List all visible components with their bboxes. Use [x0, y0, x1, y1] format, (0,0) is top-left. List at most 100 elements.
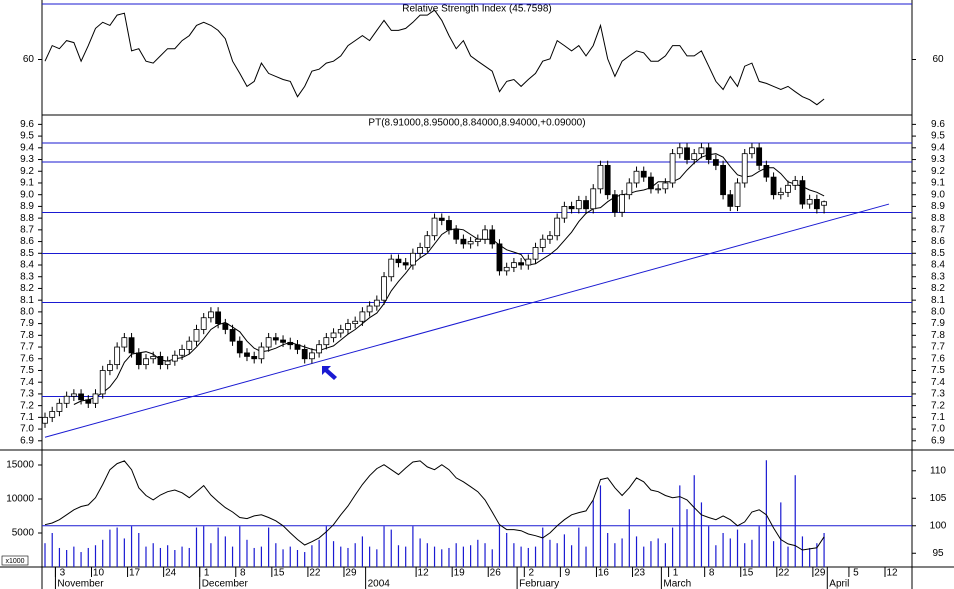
candle-body [604, 164, 611, 196]
volume-bar [275, 543, 277, 567]
y-tick-label: 7.9 [20, 318, 34, 329]
x-tick-label: 8 [709, 568, 715, 579]
candle-body [200, 317, 207, 330]
candle-body [640, 170, 647, 178]
x-tick-label: 22 [309, 568, 321, 579]
candle-body [691, 153, 698, 160]
x-tick-label: 10 [93, 568, 105, 579]
volume-bar [570, 545, 573, 567]
y-tick-label: 8.3 [20, 271, 34, 282]
candle-body [395, 258, 402, 264]
candle-body [337, 329, 344, 334]
y2-tick-label: 110 [930, 465, 946, 476]
trend-line [44, 203, 890, 438]
candle-body [330, 332, 337, 339]
y-tick-label: 10000 [6, 494, 34, 505]
y2-tick-label: 8.1 [931, 295, 945, 306]
candle-body [806, 198, 813, 205]
candle-body [150, 356, 157, 360]
y-tick-label: 7.2 [20, 400, 34, 411]
volume-bar [44, 543, 46, 567]
y2-tick-label: 7.3 [931, 389, 945, 400]
y2-tick-label: 9.2 [931, 166, 945, 177]
volume-bar [239, 526, 241, 567]
candle-body [229, 329, 236, 342]
volume-bar [419, 538, 421, 567]
candle-body [56, 402, 63, 412]
volume-bar [217, 527, 219, 567]
candle-body [265, 337, 272, 348]
candle-body [121, 337, 128, 348]
volume-bar [354, 543, 356, 567]
volume-bar [246, 539, 248, 567]
volume-bar [51, 533, 53, 567]
volume-bar [462, 546, 464, 567]
candle-body [561, 206, 568, 219]
volume-bar [765, 460, 767, 567]
candle-body [244, 352, 250, 357]
candle-body [78, 393, 84, 401]
volume-bar [751, 539, 753, 567]
candle-body [366, 305, 373, 313]
candle-body [749, 147, 755, 155]
x-tick-label: 15 [273, 568, 285, 579]
candle-body [821, 201, 827, 206]
y-tick-label: 7.1 [20, 412, 34, 423]
volume-bar [491, 549, 493, 567]
volume-bar [708, 526, 710, 567]
x-tick-label: 23 [634, 568, 646, 579]
candle-body [611, 194, 618, 213]
candle-body [164, 360, 171, 366]
month-label: 2004 [368, 579, 391, 589]
candle-body [215, 311, 222, 325]
volume-bar [794, 475, 796, 567]
unit-box [1, 555, 29, 566]
y2-tick-label: 8.3 [931, 271, 945, 282]
candle-body [42, 416, 48, 424]
y-tick-label: 5000 [12, 528, 35, 539]
volume-bar [347, 547, 349, 567]
volume-bar [203, 526, 205, 567]
volume-bar [325, 526, 327, 567]
candle-body [720, 164, 726, 196]
x-tick-label: 12 [886, 568, 898, 579]
y-tick-label: 9.0 [20, 189, 34, 200]
y2-tick-label: 7.8 [931, 330, 945, 341]
x-tick-label: 19 [454, 568, 466, 579]
volume-bar [772, 541, 775, 567]
month-label: March [663, 579, 691, 589]
candle-body [99, 370, 106, 395]
volume-bar [260, 546, 263, 567]
oscillator-line [44, 460, 825, 551]
y-tick-label: 8.9 [20, 201, 34, 212]
y-tick-label: 8.1 [20, 295, 34, 306]
candle-body [388, 258, 395, 278]
candle-body [590, 188, 597, 210]
y-tick-label: 60 [23, 54, 35, 65]
volume-bar [73, 546, 75, 567]
volume-bar [671, 527, 674, 567]
candle-body [813, 198, 820, 210]
y2-tick-label: 9.4 [931, 142, 945, 153]
y2-tick-label: 8.8 [931, 213, 945, 224]
volume-bar [318, 539, 320, 567]
candle-body [409, 252, 416, 266]
candle-body [727, 194, 734, 207]
month-label: December [202, 579, 249, 589]
x-tick-label: 12 [418, 568, 430, 579]
y2-tick-label: 8.6 [931, 236, 945, 247]
volume-bar [657, 538, 659, 567]
volume-bar [628, 509, 630, 567]
volume-bar [332, 541, 335, 567]
y2-tick-label: 7.2 [931, 400, 945, 411]
volume-bar [87, 547, 89, 567]
candle-body [251, 356, 258, 360]
candle-body [107, 364, 113, 371]
volume-bar [188, 547, 190, 567]
x-tick-label: 17 [129, 568, 141, 579]
month-label: April [829, 579, 849, 589]
y-tick-label: 8.0 [20, 307, 34, 318]
y2-tick-label: 9.3 [931, 154, 945, 165]
x-tick-label: 22 [778, 568, 790, 579]
